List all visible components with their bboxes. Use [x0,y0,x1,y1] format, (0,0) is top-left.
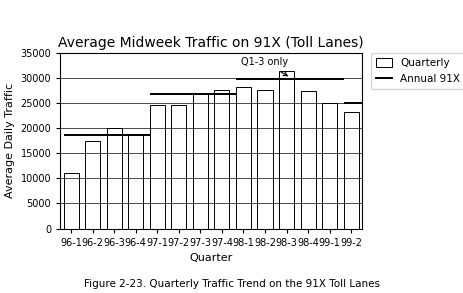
Bar [85,141,100,229]
Title: Average Midweek Traffic on 91X (Toll Lanes): Average Midweek Traffic on 91X (Toll Lan… [58,36,363,50]
Bar [128,134,143,229]
Bar [214,90,229,229]
Text: Figure 2-23. Quarterly Traffic Trend on the 91X Toll Lanes: Figure 2-23. Quarterly Traffic Trend on … [84,279,379,289]
Text: Q1-3 only: Q1-3 only [241,57,288,76]
Y-axis label: Average Daily Traffic: Average Daily Traffic [5,83,15,198]
X-axis label: Quarter: Quarter [189,253,232,263]
Bar [257,90,272,229]
Bar [150,105,164,229]
Bar [321,103,337,229]
Bar [235,87,250,229]
Bar [343,112,358,229]
Bar [106,127,121,229]
Bar [63,173,78,229]
Legend: Quarterly, Annual 91X: Quarterly, Annual 91X [370,53,463,89]
Bar [193,93,207,229]
Bar [300,91,315,229]
Bar [171,105,186,229]
Bar [278,71,294,229]
